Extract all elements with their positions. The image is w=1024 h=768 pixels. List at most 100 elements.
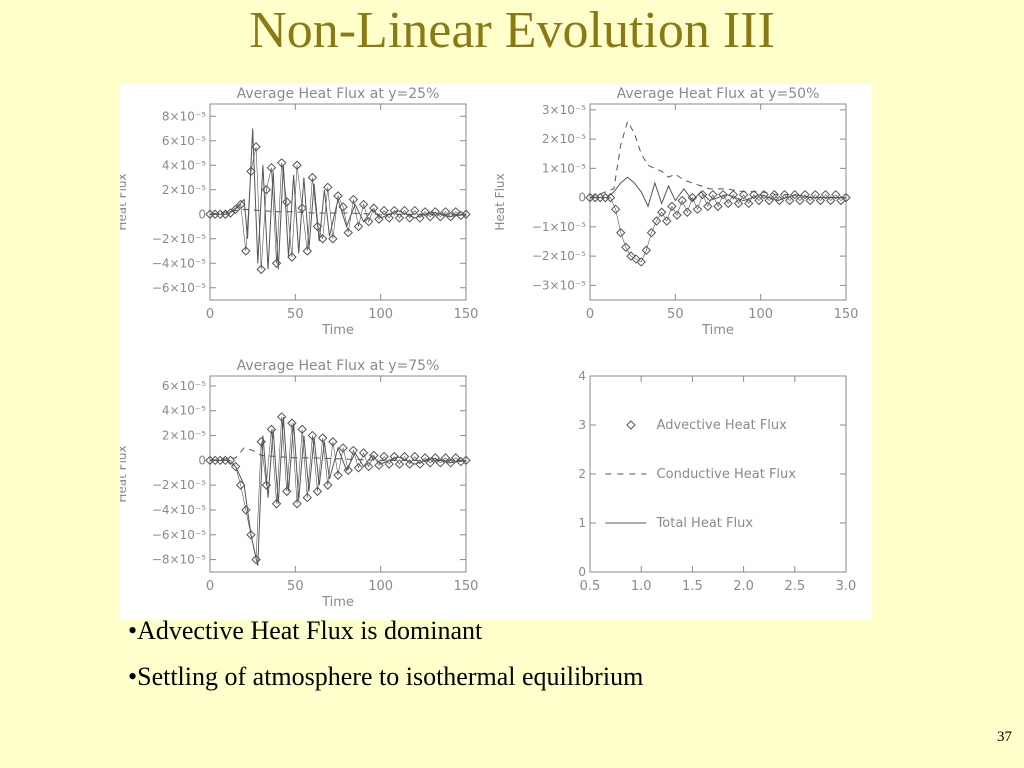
advective-point <box>302 246 312 256</box>
advective-point <box>605 192 616 203</box>
advective-point <box>410 205 420 216</box>
y-tick-label: 4 <box>578 369 586 383</box>
x-tick-label: 150 <box>454 307 479 322</box>
x-tick-label: 100 <box>748 307 773 322</box>
advective-point <box>328 234 338 244</box>
advective-point <box>266 162 277 173</box>
advective-point <box>348 445 359 456</box>
advective-point <box>271 499 282 509</box>
advective-point <box>276 158 287 168</box>
advective-point <box>461 209 471 219</box>
advective-point <box>667 201 677 212</box>
advective-point <box>364 461 374 472</box>
advective-point <box>271 258 282 268</box>
series-total <box>210 128 467 270</box>
chart-title: Average Heat Flux at y=50% <box>617 86 820 102</box>
x-tick-label: 50 <box>287 307 304 322</box>
advective-point <box>749 189 759 200</box>
legend-entry-label: Conductive Heat Flux <box>657 467 797 482</box>
advective-point <box>343 227 353 238</box>
advective-point <box>369 450 379 461</box>
x-tick-label: 1.0 <box>631 579 652 594</box>
series-total <box>590 176 846 208</box>
advective-point <box>364 216 374 227</box>
advective-point <box>338 443 348 453</box>
advective-point <box>733 198 744 209</box>
y-tick-label: −6×10⁻⁵ <box>152 528 206 542</box>
x-tick-label: 0 <box>206 307 214 322</box>
y-tick-label: 0 <box>198 453 206 467</box>
advective-point <box>656 207 667 217</box>
advective-point <box>610 204 621 215</box>
advective-point <box>353 463 364 473</box>
advective-point <box>256 264 266 275</box>
advective-point <box>328 437 338 447</box>
advective-point <box>754 195 764 206</box>
y-axis-label: Heat Flux <box>493 173 507 230</box>
y-tick-label: 3×10⁻⁵ <box>542 103 586 117</box>
advective-point <box>820 189 831 200</box>
advective-point <box>831 189 841 200</box>
y-tick-label: −4×10⁻⁵ <box>152 256 206 270</box>
y-tick-label: 4×10⁻⁵ <box>162 158 206 172</box>
chart-title: Average Heat Flux at y=25% <box>237 86 440 102</box>
advective-point <box>358 448 369 458</box>
bullet-list: •Advective Heat Flux is dominant •Settli… <box>128 616 643 708</box>
series-conductive <box>209 208 466 215</box>
advective-point <box>369 203 379 213</box>
y-tick-label: 6×10⁻⁵ <box>162 134 206 148</box>
y-tick-label: 2 <box>578 467 586 481</box>
advective-point <box>225 208 236 218</box>
advective-point <box>323 182 333 193</box>
x-tick-label: 50 <box>287 579 304 594</box>
y-tick-label: −4×10⁻⁵ <box>152 503 206 517</box>
y-tick-label: 0 <box>578 565 586 579</box>
advective-point <box>672 210 682 220</box>
advective-point <box>399 205 410 216</box>
advective-point <box>379 205 389 216</box>
advective-point <box>430 453 440 463</box>
advective-point <box>276 412 287 422</box>
chart-panel-1: 0 50 100 150 8×10⁻⁵ 6×10⁻⁵ 4×10⁻⁵ 2×10⁻⁵ 0 −2×10⁻… <box>120 86 478 338</box>
advective-point <box>307 430 318 441</box>
advective-point <box>297 424 307 435</box>
advective-point <box>312 221 323 232</box>
chart-title: Average Heat Flux at y=75% <box>237 358 440 374</box>
advective-point <box>651 216 662 226</box>
advective-point <box>292 160 302 170</box>
bullet-settling: •Settling of atmosphere to isothermal eq… <box>128 661 644 691</box>
y-tick-label: −8×10⁻⁵ <box>152 553 206 567</box>
plot-frame <box>209 375 467 573</box>
legend-entry-label: Total Heat Flux <box>656 516 754 531</box>
advective-point <box>461 455 471 466</box>
advective-point <box>662 216 672 226</box>
y-tick-label: −2×10⁻⁵ <box>152 478 206 492</box>
advective-point <box>626 251 636 261</box>
advective-point <box>708 189 718 200</box>
x-tick-label: 150 <box>454 579 479 594</box>
advective-point <box>256 437 266 447</box>
advective-point <box>425 211 435 222</box>
y-tick-label: 1×10⁻⁵ <box>542 161 586 175</box>
advective-point <box>420 207 430 217</box>
advective-point <box>394 213 405 223</box>
y-tick-label: −2×10⁻⁵ <box>152 232 206 246</box>
advective-point <box>784 195 795 206</box>
advective-point <box>723 198 733 209</box>
advective-point <box>323 480 333 490</box>
y-tick-label: 0 <box>198 207 206 221</box>
advective-point <box>266 424 277 435</box>
advective-point <box>810 189 820 200</box>
advective-point <box>302 492 312 503</box>
series-conductive <box>589 120 846 199</box>
y-tick-label: 1 <box>578 516 586 530</box>
advective-point <box>287 418 297 428</box>
advective-point <box>682 207 692 217</box>
advective-point <box>621 242 631 253</box>
advective-point <box>728 189 739 200</box>
slide-title: Non-Linear Evolution III <box>249 2 775 59</box>
y-tick-label: 8×10⁻⁵ <box>162 109 206 123</box>
y-tick-label: −2×10⁻⁵ <box>532 249 586 263</box>
advective-point <box>692 204 703 215</box>
advective-point <box>389 205 400 216</box>
